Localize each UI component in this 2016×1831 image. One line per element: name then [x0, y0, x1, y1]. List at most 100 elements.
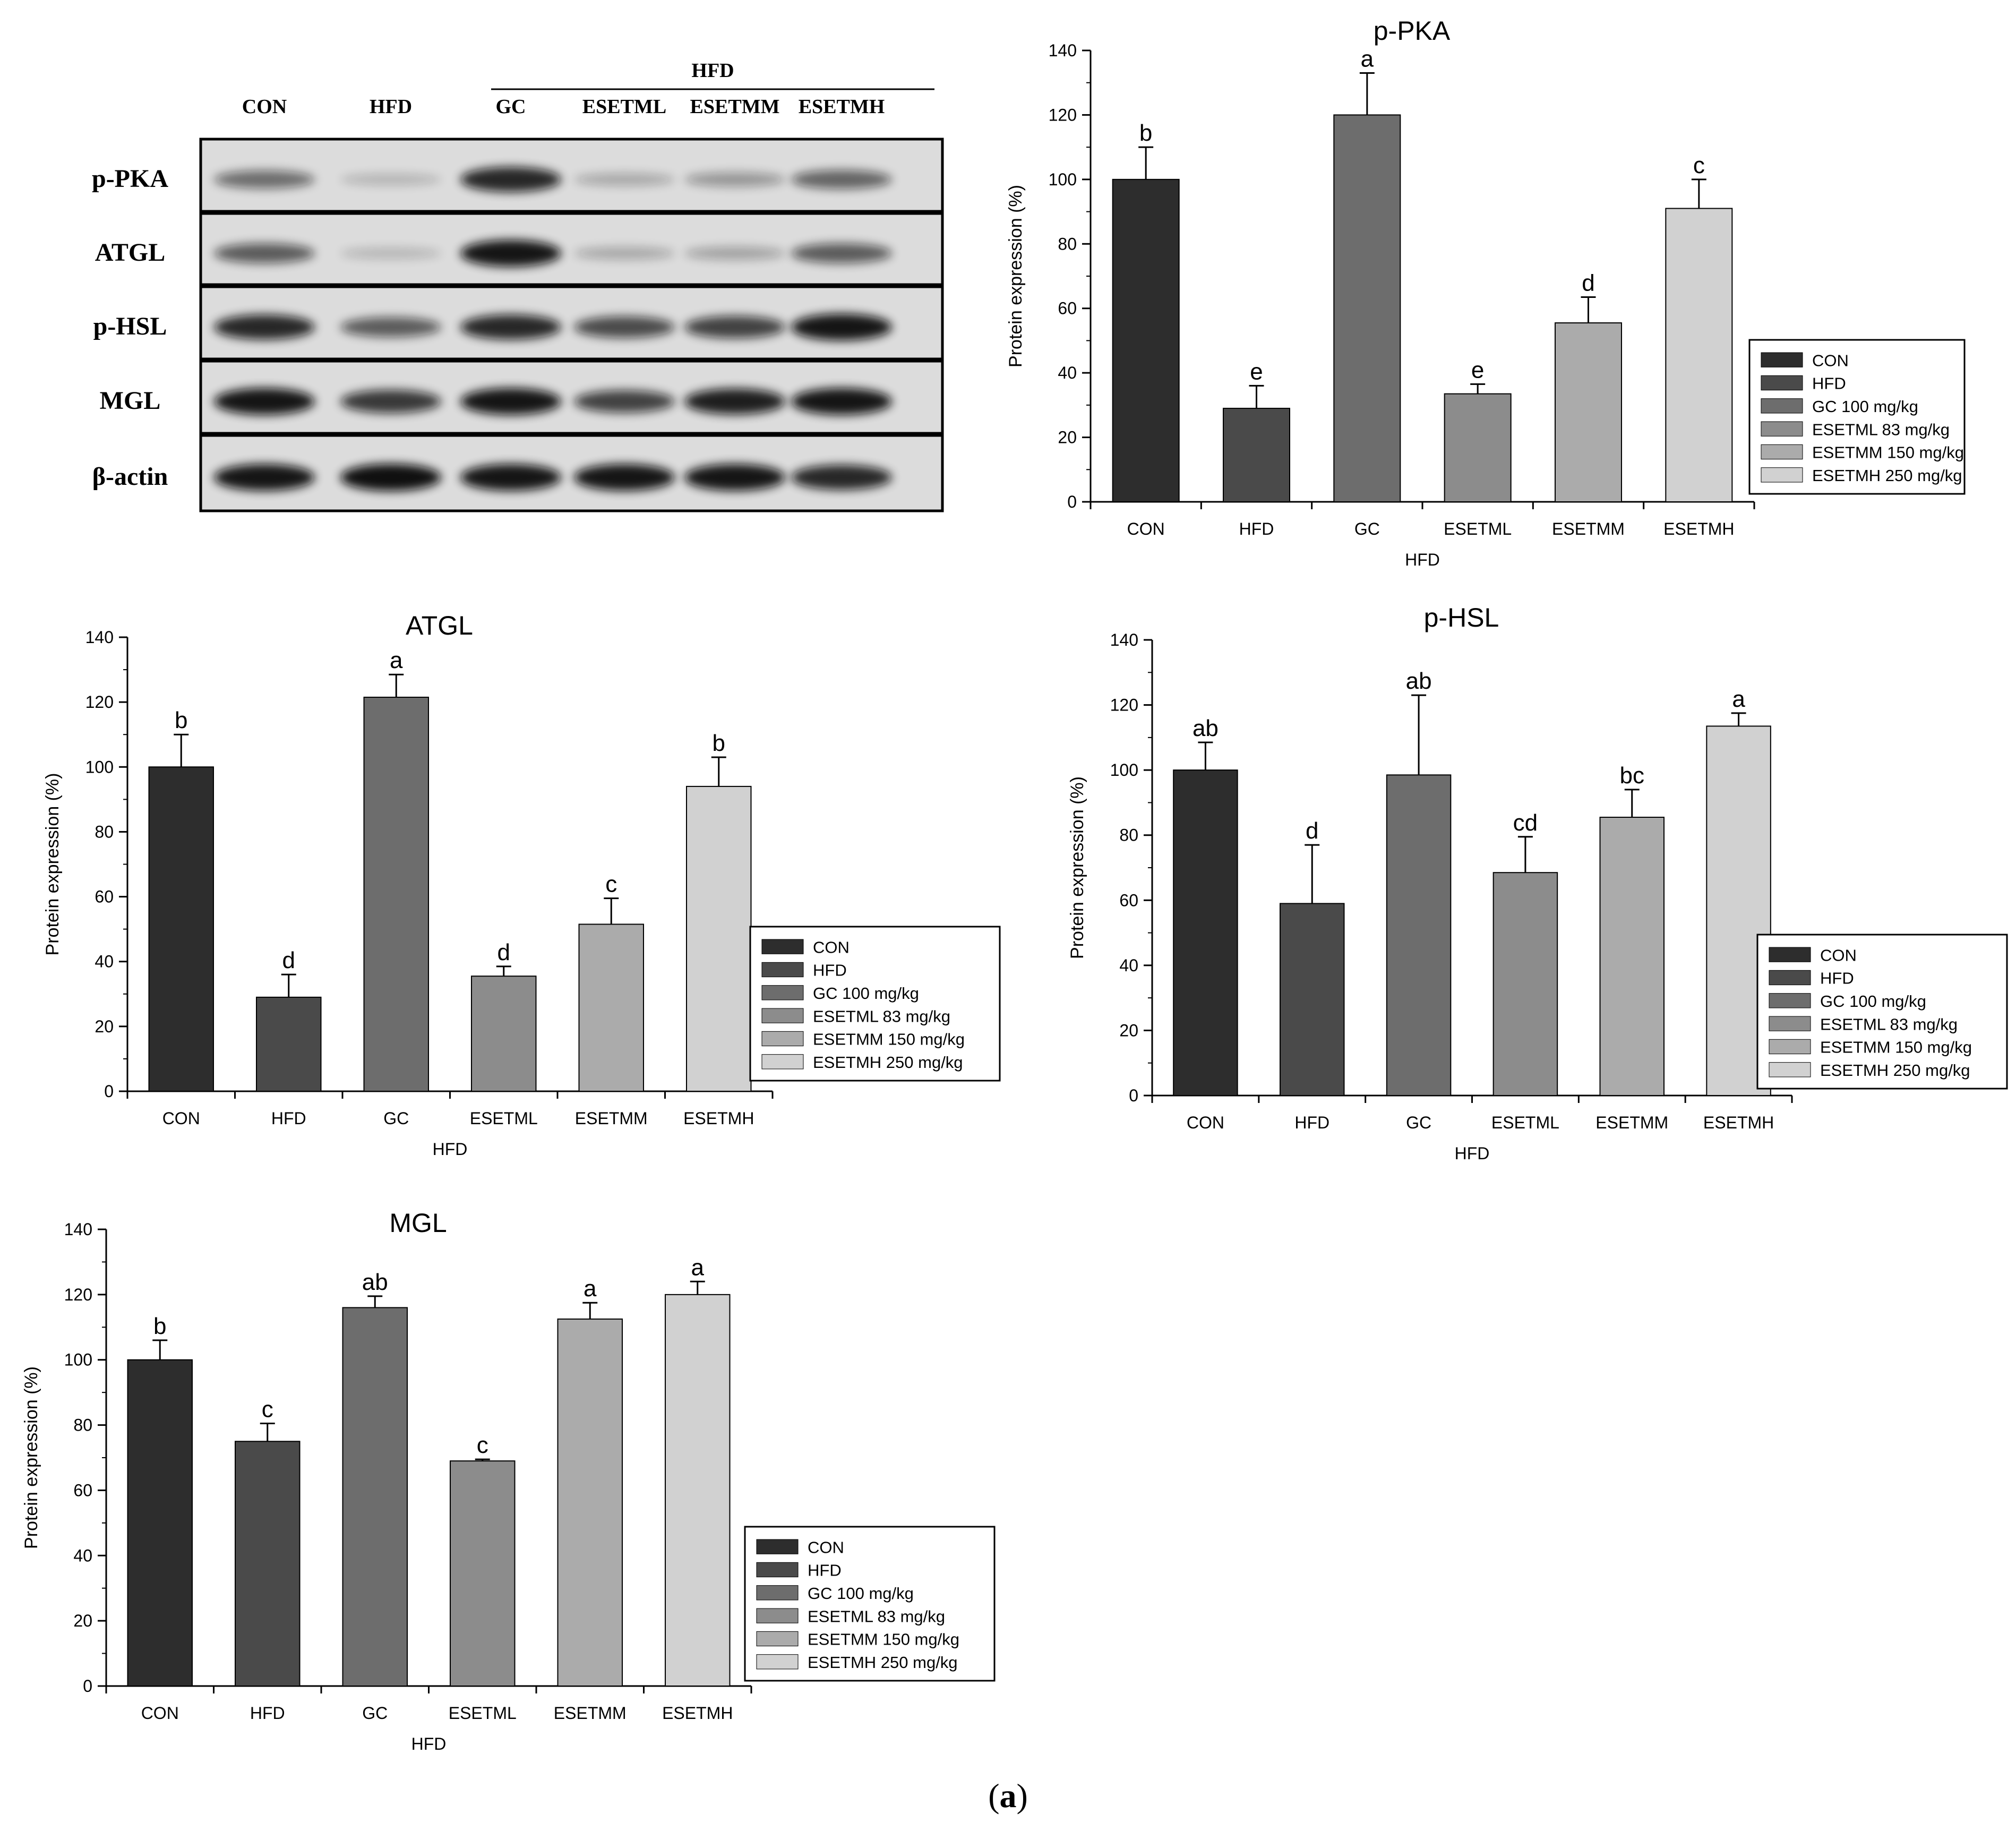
blot-band: [574, 173, 675, 186]
bar: [127, 1359, 193, 1687]
significance-letter: c: [262, 1397, 273, 1423]
blot-band: [340, 390, 441, 413]
legend-label: CON: [1812, 351, 1849, 370]
significance-letter: a: [390, 647, 403, 673]
blot-band: [460, 167, 561, 192]
y-tick-label: 140: [1049, 41, 1077, 60]
x-tick-label: ESETMM: [575, 1109, 648, 1128]
x-tick-label: ESETMH: [1663, 519, 1734, 538]
blot-lane-label: ESETML: [582, 96, 666, 118]
significance-letter: a: [1732, 686, 1745, 712]
legend-swatch: [1769, 1016, 1811, 1031]
legend-label: ESETMM 150 mg/kg: [813, 1030, 965, 1049]
blot-band: [574, 464, 675, 491]
legend-label: ESETMH 250 mg/kg: [808, 1653, 958, 1672]
y-tick-label: 80: [1119, 826, 1138, 845]
legend-swatch: [1769, 970, 1811, 986]
blot-band: [791, 388, 892, 415]
legend-swatch: [756, 1562, 799, 1578]
y-tick-label: 40: [95, 952, 114, 971]
y-tick-label: 100: [1049, 170, 1077, 189]
chart-title: p-HSL: [1424, 603, 1499, 632]
legend-label: CON: [808, 1538, 844, 1556]
legend-label: ESETML 83 mg/kg: [1812, 420, 1950, 439]
bar: [471, 976, 537, 1092]
legend-swatch: [1761, 398, 1803, 414]
significance-letter: a: [584, 1276, 597, 1302]
legend-swatch: [1769, 947, 1811, 962]
blot-protein-label: p-HSL: [93, 312, 167, 340]
blot-band: [791, 243, 892, 263]
blot-strip: [199, 212, 944, 286]
legend-swatch: [1761, 444, 1803, 460]
legend-swatch: [756, 1585, 799, 1601]
legend-swatch: [1761, 375, 1803, 391]
legend-swatch: [761, 985, 804, 1000]
blot-lane-label: HFD: [370, 96, 412, 118]
blot-band: [684, 464, 785, 491]
x-tick-label: GC: [383, 1109, 409, 1128]
blot-group-header: HFD: [691, 59, 734, 82]
bar: [1665, 208, 1733, 502]
chart-title: MGL: [389, 1208, 447, 1238]
bar: [1333, 114, 1401, 502]
bar: [1492, 872, 1558, 1096]
legend-label: CON: [1820, 946, 1857, 964]
blot-band: [684, 246, 785, 260]
legend-swatch: [756, 1608, 799, 1623]
legend-label: ESETMM 150 mg/kg: [1812, 443, 1964, 462]
bar: [1173, 769, 1238, 1096]
y-tick-label: 120: [1110, 696, 1138, 715]
significance-letter: d: [282, 947, 295, 973]
x-tick-label: ESETMH: [683, 1109, 754, 1128]
legend-label: ESETML 83 mg/kg: [813, 1007, 950, 1025]
significance-letter: ab: [362, 1269, 388, 1295]
legend-swatch: [1761, 352, 1803, 367]
blot-band: [460, 314, 561, 340]
y-tick-label: 60: [73, 1481, 92, 1500]
blot-band: [460, 388, 561, 415]
x-tick-label: CON: [1127, 519, 1165, 538]
significance-letter: d: [1306, 818, 1318, 844]
bar: [1386, 774, 1452, 1096]
y-tick-label: 20: [95, 1017, 114, 1036]
y-tick-label: 60: [1119, 891, 1138, 910]
legend-label: ESETMM 150 mg/kg: [1820, 1038, 1972, 1057]
legend-swatch: [761, 962, 804, 978]
y-tick-label: 20: [1119, 1021, 1138, 1040]
x-tick-label: CON: [1187, 1113, 1224, 1132]
blot-protein-label: MGL: [100, 387, 161, 415]
legend-swatch: [1761, 467, 1803, 483]
blot-band: [574, 247, 675, 260]
x-tick-label: ESETMH: [662, 1704, 733, 1723]
blot-lane-label: GC: [496, 96, 526, 118]
x-tick-label: CON: [162, 1109, 200, 1128]
x-axis-label: HFD: [1455, 1144, 1490, 1163]
blot-strip: [199, 138, 944, 213]
bar: [1280, 903, 1345, 1097]
legend-box: [744, 1526, 996, 1682]
y-tick-label: 40: [1119, 956, 1138, 975]
y-tick-label: 60: [1058, 299, 1077, 318]
chart-title: p-PKA: [1374, 16, 1451, 46]
bar: [1112, 178, 1180, 503]
significance-letter: b: [153, 1313, 166, 1339]
y-tick-label: 80: [1058, 234, 1077, 253]
x-tick-label: ESETML: [470, 1109, 538, 1128]
blot-band: [574, 390, 675, 413]
y-tick-label: 60: [95, 887, 114, 906]
y-tick-label: 0: [1067, 492, 1077, 511]
legend-label: ESETMM 150 mg/kg: [808, 1630, 959, 1649]
legend-label: GC 100 mg/kg: [1820, 992, 1926, 1011]
bar: [1444, 393, 1512, 502]
significance-letter: d: [497, 939, 510, 965]
blot-band: [684, 172, 785, 187]
blot-protein-label: β-actin: [92, 463, 168, 491]
blot-strip: [199, 434, 944, 512]
legend-swatch: [761, 1054, 804, 1069]
y-tick-label: 140: [64, 1220, 92, 1239]
blot-band: [684, 315, 785, 339]
blot-band: [791, 465, 892, 490]
